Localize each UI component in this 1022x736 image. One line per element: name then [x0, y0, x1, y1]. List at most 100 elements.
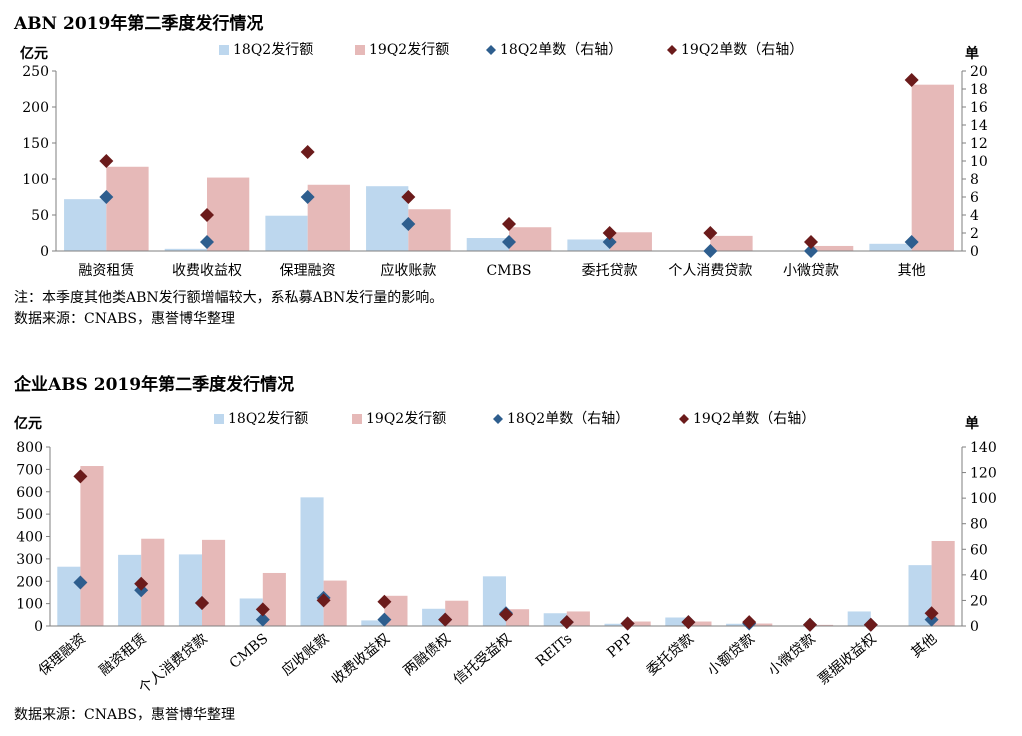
chart1-marker-19q2	[904, 73, 919, 87]
chart2-marker-19q2	[620, 616, 635, 631]
chart1-bar-19q2	[207, 177, 250, 251]
chart2-legend-marker	[679, 414, 689, 424]
chart2-ytick-label: 700	[16, 462, 43, 478]
chart1-bar-19q2	[609, 232, 652, 251]
chart1-y2tick-label: 4	[970, 208, 979, 224]
chart1-ytick-label: 50	[31, 208, 49, 224]
chart2-bar-19q2	[931, 540, 955, 626]
chart1-marker-18q2	[300, 190, 315, 204]
chart1-source: 数据来源：CNABS，惠誉博华整理	[14, 311, 235, 327]
chart2-marker-19q2	[742, 615, 757, 630]
chart1-legend-swatch	[355, 45, 365, 55]
chart1-marker-19q2	[602, 226, 617, 240]
chart2-marker-18q2	[255, 612, 270, 627]
chart2-bar-18q2	[361, 620, 385, 626]
chart2-x-label: 票据收益权	[815, 631, 879, 688]
chart2-x-label: 小微贷款	[765, 631, 818, 679]
chart2-marker-19q2	[316, 593, 331, 608]
chart1-title: ABN 2019年第二季度发行情况	[14, 14, 264, 34]
chart2-bar-18q2	[178, 554, 202, 626]
chart2-ytick-label: 200	[16, 574, 43, 590]
chart1-bar-19q2	[106, 166, 149, 251]
chart1-legend-label: 18Q2发行额	[233, 42, 313, 58]
chart2-bar-19q2	[262, 572, 286, 626]
chart2-x-label: 两融债权	[401, 631, 454, 679]
chart2-y2tick-label: 140	[970, 440, 997, 456]
chart1-bar-18q2	[466, 238, 509, 251]
chart2-ylabel: 亿元	[14, 415, 42, 432]
chart2: 亿元 单 18Q2发行额 19Q2发行额 18Q2单数（右轴） 19Q2单数（右轴） 0 10…	[14, 411, 997, 697]
chart2-x-label: PPP	[604, 631, 636, 661]
chart2-bar-19q2	[627, 621, 651, 626]
chart2-bar-19q2	[202, 539, 226, 626]
chart1-bar-19q2	[509, 227, 552, 251]
chart1-bar-18q2	[265, 215, 308, 251]
chart1-marker-18q2	[804, 244, 818, 258]
chart2-bar-18q2	[726, 623, 750, 626]
chart1-ytick-label: 150	[22, 136, 49, 152]
chart1-marker-19q2	[502, 217, 516, 231]
chart1-marker-18q2	[703, 244, 718, 258]
chart1-legend-swatch	[219, 45, 229, 55]
chart1-marker-19q2	[804, 235, 818, 249]
chart2-marker-19q2	[803, 617, 817, 632]
chart2-x-label: 融资租赁	[97, 631, 150, 679]
chart1-x-label: CMBS	[487, 263, 532, 279]
chart2-ytick-label: 400	[16, 530, 43, 546]
chart2-bar-19q2	[323, 580, 347, 626]
chart1-bar-18q2	[64, 199, 107, 251]
chart2-marker-19q2	[195, 595, 209, 610]
chart1-marker-19q2	[703, 226, 718, 240]
chart2-marker-19q2	[73, 469, 88, 484]
chart2-legend-label: 18Q2单数（右轴）	[507, 411, 629, 427]
chart2-x-label: CMBS	[227, 631, 272, 672]
chart1-legend-marker	[667, 45, 677, 55]
chart1-x-label: 应收账款	[380, 262, 436, 279]
chart2-y2tick-label: 0	[970, 619, 979, 635]
chart2-marker-19q2	[438, 612, 453, 627]
chart2-legend-swatch	[352, 414, 362, 424]
chart1-y2tick-label: 6	[970, 190, 979, 206]
chart1: 亿元 单 18Q2发行额 19Q2发行额 18Q2单数（右轴） 19Q2单数（右轴） 0 50…	[20, 42, 988, 279]
chart2-bar-19q2	[141, 538, 165, 626]
chart2-bar-18q2	[604, 623, 628, 626]
chart2-bar-18q2	[422, 608, 446, 626]
chart1-bar-19q2	[408, 209, 451, 251]
chart1-legend-label: 18Q2单数（右轴）	[500, 42, 622, 58]
chart2-ytick-label: 300	[16, 552, 43, 568]
chart1-x-label: 个人消费贷款	[668, 263, 752, 279]
chart2-ytick-label: 600	[16, 485, 43, 501]
chart2-x-label: 其他	[908, 631, 940, 661]
chart1-marker-18q2	[502, 235, 516, 249]
chart1-y2tick-label: 2	[970, 226, 979, 242]
chart2-legend-label: 19Q2发行额	[366, 411, 446, 427]
chart1-note: 注：本季度其他类ABN发行额增幅较大，系私募ABN发行量的影响。	[14, 290, 444, 306]
chart2-bar-19q2	[688, 621, 712, 626]
chart1-y2tick-label: 10	[970, 154, 988, 170]
chart2-marker-19q2	[134, 576, 149, 591]
chart2-marker-18q2	[73, 575, 88, 590]
chart2-y2tick-label: 120	[970, 466, 997, 482]
chart2-bar-18q2	[665, 617, 689, 626]
chart2-x-label: 收费收益权	[329, 631, 393, 688]
chart1-x-label: 融资租赁	[78, 263, 134, 279]
chart2-marker-18q2	[377, 612, 392, 627]
chart2-y2tick-label: 100	[970, 491, 997, 507]
chart1-bar-18q2	[869, 243, 912, 251]
chart2-x-label: 小额贷款	[705, 631, 758, 679]
chart1-x-label: 其他	[898, 263, 926, 279]
chart1-x-label: 收费收益权	[172, 263, 242, 279]
chart1-bar-18q2	[567, 239, 610, 251]
chart1-marker-19q2	[401, 190, 416, 204]
chart2-legend-swatch	[214, 414, 224, 424]
chart1-marker-19q2	[300, 145, 315, 159]
chart2-legend-label: 19Q2单数（右轴）	[693, 411, 815, 427]
chart1-y2tick-label: 16	[970, 100, 988, 116]
chart1-y2tick-label: 18	[970, 82, 988, 98]
chart1-x-label: 委托贷款	[582, 263, 638, 279]
chart1-legend-label: 19Q2单数（右轴）	[681, 42, 803, 58]
chart1-bar-19q2	[811, 245, 854, 251]
chart2-title: 企业ABS 2019年第二季度发行情况	[14, 375, 295, 395]
chart2-bar-18q2	[482, 576, 506, 626]
chart2-ytick-label: 800	[16, 440, 43, 456]
